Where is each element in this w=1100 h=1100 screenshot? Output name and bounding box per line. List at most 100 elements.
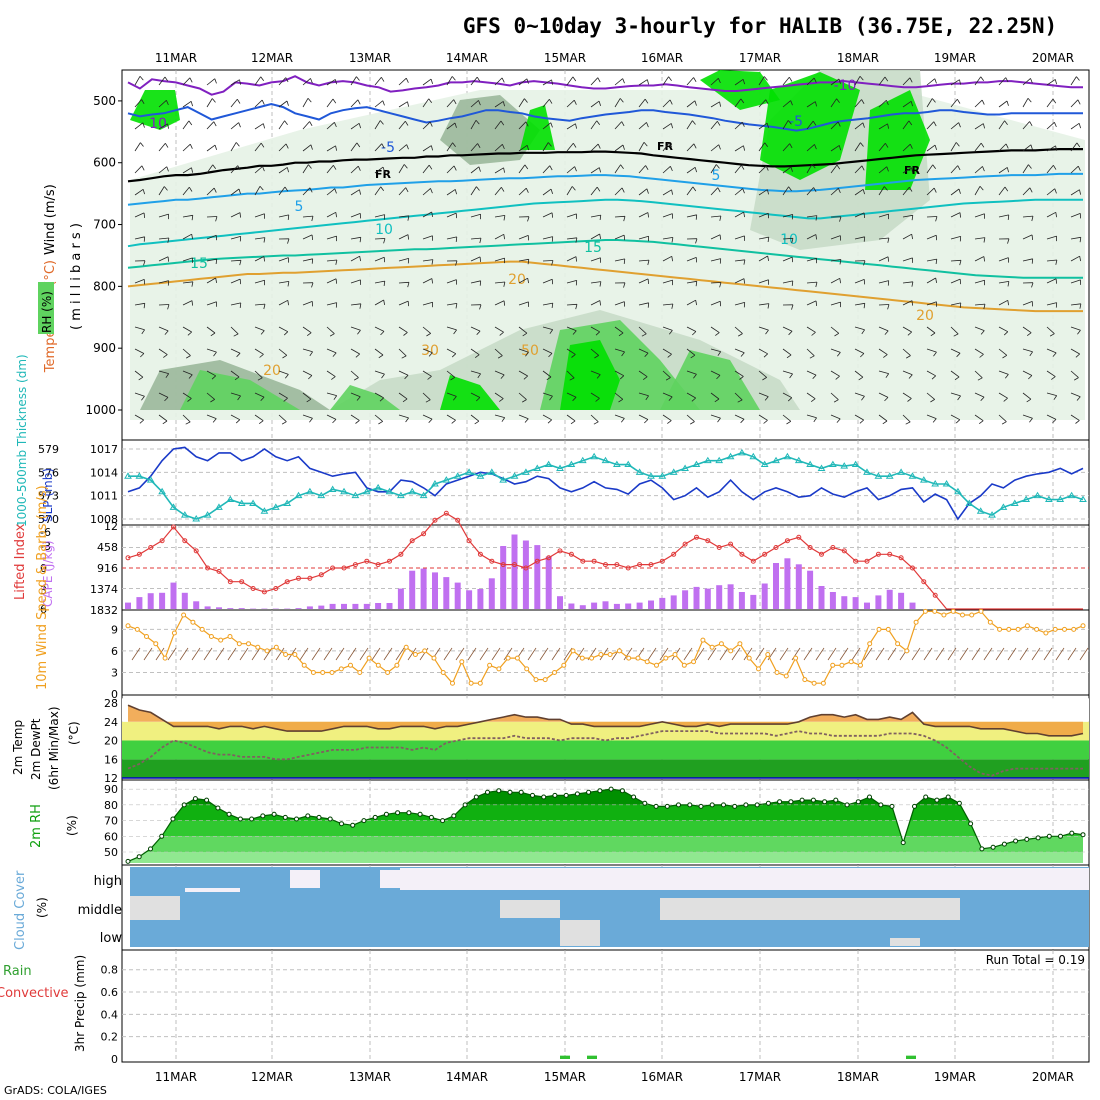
wind-barb-flag [836, 164, 841, 170]
rh-marker [721, 802, 726, 808]
wind-barb [182, 392, 192, 399]
wind-barb [1022, 370, 1033, 376]
wind-barb [974, 99, 983, 108]
thickness-marker [851, 460, 860, 468]
wind-barb-flag [475, 120, 480, 125]
wind-barb [638, 122, 647, 130]
thickness-marker [988, 511, 996, 518]
wind-barb [734, 121, 743, 130]
wind-barb [998, 370, 1009, 375]
rh-marker [788, 799, 794, 805]
wind-barb [398, 164, 405, 174]
wind-barb [710, 348, 721, 352]
wind-barb-flag [548, 353, 553, 358]
wind-barb [974, 348, 984, 355]
wind10-marker [607, 652, 613, 657]
li-marker [773, 545, 779, 550]
wind-barb-flag [693, 374, 697, 379]
wind-barb [302, 326, 312, 334]
wind-barb [134, 236, 145, 240]
wind-barb [446, 165, 455, 174]
li-marker [898, 555, 904, 561]
wind10-marker [941, 612, 947, 618]
wind10-marker [1052, 626, 1058, 632]
wind-barb [446, 76, 453, 86]
thickness-tick-label: 573 [38, 490, 59, 503]
li-marker [273, 586, 279, 591]
li-marker [182, 538, 188, 544]
wind-barb [974, 370, 983, 379]
wind-barb-flag [263, 237, 266, 243]
wind-barb [638, 370, 648, 378]
wind-barb-flag [957, 165, 961, 171]
wind-barb-flag [959, 79, 961, 85]
wind10-barb [203, 647, 213, 661]
wind-barb-flag [694, 167, 697, 173]
wind-barb [182, 77, 191, 86]
contour-label: 5 [712, 168, 721, 184]
wind-barb [254, 123, 264, 130]
wind-barb-flag [163, 354, 168, 358]
wind10-barb [335, 647, 345, 661]
cape-bar [443, 577, 450, 609]
wind-barb-flag [547, 142, 552, 147]
wind-barb-flag [332, 352, 337, 357]
wind-barb [734, 78, 744, 86]
wind-barb-flag [309, 418, 313, 423]
wind-barb-flag [838, 145, 841, 151]
wind-barb-flag [1006, 100, 1009, 106]
wind-barb-flag [886, 166, 889, 172]
wind-barb-flag [260, 396, 265, 401]
li-tick-label: 6 [40, 603, 47, 616]
li-marker [409, 538, 415, 544]
wind-barb-flag [908, 186, 913, 192]
wind-barb-flag [597, 77, 601, 83]
cape-bar [807, 570, 814, 609]
wind-barb [710, 392, 720, 400]
wind-barb [182, 281, 193, 284]
li-marker [910, 565, 915, 571]
wind-barb [302, 98, 309, 108]
thickness-marker [590, 452, 599, 460]
wind-barb-flag [887, 256, 889, 262]
wind-barb [134, 122, 144, 130]
cape-bar [386, 603, 393, 609]
wind-barb-flag [692, 331, 697, 336]
thickness-marker [499, 476, 508, 483]
temp-tick-label: 12 [104, 772, 118, 785]
wind10-barb [731, 647, 741, 661]
wind-barb [806, 77, 815, 86]
cape-bar [159, 592, 166, 609]
wind10-barb [863, 647, 873, 661]
rh-marker [878, 802, 884, 808]
wind-barb-flag [1003, 397, 1008, 402]
rh-marker [631, 794, 637, 800]
wind-barb-flag [477, 373, 481, 379]
wind-barb [878, 123, 888, 130]
wind-barb-flag [141, 329, 145, 335]
wind-barb-flag [619, 375, 625, 380]
wind10-marker [125, 623, 131, 629]
wind-barb-flag [189, 77, 193, 83]
wind-barb [518, 414, 529, 420]
wind-barb-flag [547, 419, 552, 424]
cape-bar [466, 590, 473, 609]
wind-barb-flag [813, 187, 817, 193]
rh-marker [619, 788, 625, 794]
wind-barb [494, 101, 504, 108]
wind-barb [254, 326, 265, 331]
thickness-marker [828, 460, 837, 468]
wind-barb-flag [668, 142, 673, 148]
wind-barb-flag [644, 419, 649, 424]
wind-barb-flag [501, 417, 506, 422]
wind-barb-flag [431, 211, 433, 217]
wind-barb [134, 392, 145, 397]
wind-barb [470, 213, 481, 218]
wind-barb [470, 414, 480, 422]
pressure-tick-label: 500 [93, 94, 116, 108]
cape-bar [306, 606, 313, 609]
wind-barb-flag [714, 398, 720, 403]
chart-title: GFS 0~10day 3-hourly for HALIB (36.75E, … [463, 14, 1057, 38]
wind10-barb [347, 647, 357, 661]
wind-barb [278, 257, 289, 262]
